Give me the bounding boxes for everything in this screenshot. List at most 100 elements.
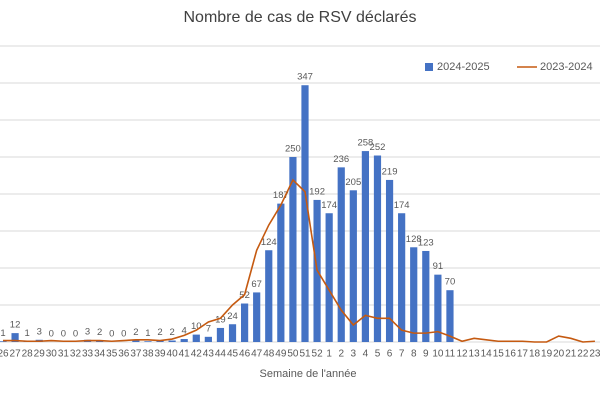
bar [337, 167, 345, 342]
x-tick-label: 12 [456, 349, 468, 360]
x-tick-label: 15 [493, 349, 505, 360]
x-tick-label: 38 [142, 349, 154, 360]
x-tick-label: 35 [106, 349, 118, 360]
value-label: 250 [285, 144, 301, 155]
bar [144, 341, 152, 342]
bar [410, 247, 418, 342]
value-label: 0 [61, 329, 66, 340]
bar [132, 340, 140, 342]
line [3, 178, 595, 343]
bar [265, 250, 273, 342]
x-tick-label: 17 [517, 349, 529, 360]
bar [0, 341, 7, 342]
legend-label: 2023-2024 [540, 61, 593, 73]
value-label: 0 [49, 329, 54, 340]
value-label: 258 [357, 138, 373, 149]
value-label: 19 [215, 314, 226, 325]
x-tick-label: 1 [326, 349, 332, 360]
bar [325, 213, 333, 342]
value-label: 2 [97, 327, 102, 338]
x-tick-label: 46 [239, 349, 251, 360]
x-tick-label: 44 [215, 349, 227, 360]
x-tick-label: 31 [58, 349, 70, 360]
x-tick-label: 23 [589, 349, 600, 360]
x-tick-label: 22 [577, 349, 589, 360]
bar [385, 179, 394, 342]
value-label: 174 [394, 200, 410, 211]
x-tick-label: 7 [399, 349, 405, 360]
value-label: 91 [433, 261, 444, 272]
bar [11, 333, 19, 342]
value-label: 2 [157, 327, 162, 338]
x-tick-label: 27 [10, 349, 22, 360]
x-tick-label: 10 [432, 349, 444, 360]
value-label: 252 [370, 142, 386, 153]
bar [373, 155, 382, 342]
bar [361, 151, 369, 342]
x-tick-label: 8 [411, 349, 417, 360]
x-tick-label: 39 [154, 349, 166, 360]
value-label: 1 [145, 328, 150, 339]
x-tick-label: 34 [94, 349, 106, 360]
value-label: 123 [418, 237, 434, 248]
x-tick-label: 41 [179, 349, 191, 360]
x-tick-label: 51 [299, 349, 311, 360]
x-tick-label: 32 [70, 349, 82, 360]
x-tick-label: 14 [481, 349, 493, 360]
x-tick-label: 13 [469, 349, 481, 360]
bar [253, 292, 261, 342]
value-label: 174 [321, 200, 337, 211]
value-label: 4 [182, 326, 187, 337]
x-tick-label: 4 [363, 349, 369, 360]
value-label: 192 [309, 186, 325, 197]
x-tick-label: 40 [167, 349, 179, 360]
x-tick-label: 26 [0, 349, 9, 360]
x-tick-label: 19 [541, 349, 553, 360]
x-tick-label: 16 [505, 349, 517, 360]
bar [289, 157, 297, 342]
value-label: 7 [206, 323, 211, 334]
value-label: 128 [406, 234, 422, 245]
bar [168, 340, 176, 342]
bar [241, 303, 249, 342]
bar [422, 250, 430, 342]
value-label: 24 [227, 311, 238, 322]
x-tick-label: 29 [34, 349, 46, 360]
bar [446, 290, 454, 342]
value-label: 67 [251, 279, 262, 290]
x-tick-label: 6 [387, 349, 393, 360]
x-tick-label: 49 [275, 349, 287, 360]
x-tick-label: 33 [82, 349, 94, 360]
value-label: 3 [85, 326, 90, 337]
bar [349, 190, 357, 342]
x-tick-label: 45 [227, 349, 239, 360]
bar [277, 203, 285, 342]
x-tick-label: 5 [375, 349, 381, 360]
value-label: 0 [109, 329, 114, 340]
value-label: 124 [261, 237, 277, 248]
x-tick-label: 47 [251, 349, 263, 360]
x-tick-label: 9 [423, 349, 429, 360]
x-tick-label: 37 [130, 349, 142, 360]
value-label: 205 [345, 177, 361, 188]
chart-title: Nombre de cas de RSV déclarés [184, 9, 417, 26]
bar [228, 324, 237, 342]
bar [398, 213, 406, 342]
x-tick-label: 43 [203, 349, 215, 360]
x-tick-label: 18 [529, 349, 541, 360]
value-label: 236 [333, 154, 349, 165]
value-label: 1 [25, 328, 30, 339]
bar [434, 274, 442, 342]
value-label: 1 [0, 328, 5, 339]
bar [216, 327, 225, 342]
x-tick-label: 42 [191, 349, 203, 360]
x-tick-label: 11 [445, 349, 456, 360]
x-tick-label: 52 [312, 349, 324, 360]
bar [204, 336, 212, 342]
value-label: 347 [297, 72, 313, 83]
legend-swatch [425, 63, 433, 71]
bar [192, 334, 200, 342]
x-tick-label: 30 [46, 349, 58, 360]
value-label: 70 [445, 277, 456, 288]
